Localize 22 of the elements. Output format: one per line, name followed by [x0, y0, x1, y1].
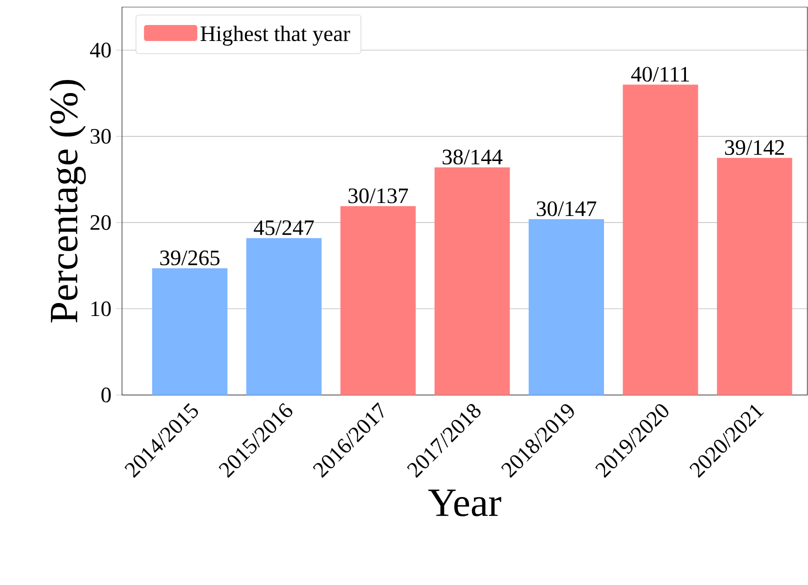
y-tick-label: 0: [101, 388, 111, 402]
bar: [622, 84, 698, 395]
y-tick-label: 20: [90, 215, 111, 230]
bar: [716, 158, 792, 395]
data-label: 30/147: [536, 201, 596, 216]
data-label: 40/111: [631, 66, 689, 82]
data-label: 39/142: [725, 140, 784, 155]
bar: [246, 238, 322, 395]
data-label: 30/137: [348, 188, 408, 204]
y-tick-label: 30: [90, 128, 111, 144]
data-label: 38/144: [442, 150, 502, 164]
data-label: 39/265: [160, 250, 220, 266]
bar: [528, 219, 604, 395]
y-tick-label: 10: [92, 301, 111, 316]
y-axis-title: Percentage (%): [49, 80, 86, 323]
bar: [434, 167, 510, 395]
x-axis-title: Year: [428, 490, 502, 516]
data-label: 45/247: [254, 220, 314, 236]
y-tick-label: 40: [90, 42, 111, 58]
bar: [152, 268, 228, 395]
legend-label: Highest that year: [200, 26, 350, 46]
bar: [340, 206, 416, 395]
